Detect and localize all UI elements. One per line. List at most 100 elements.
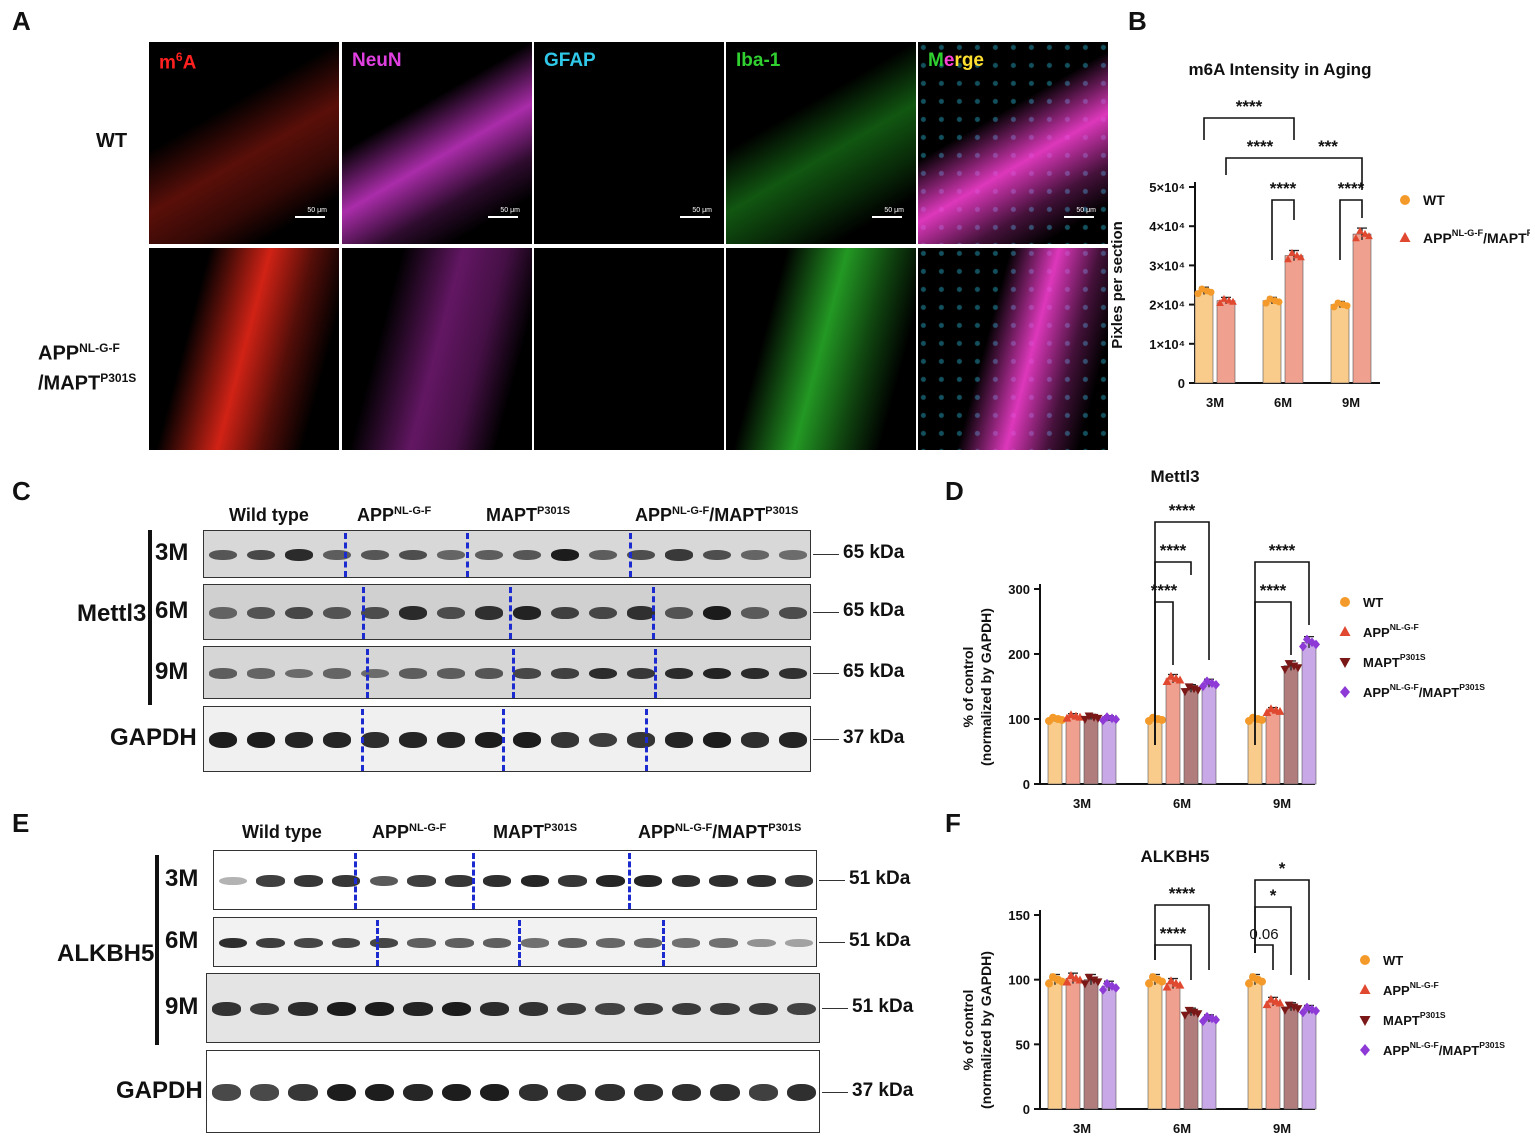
scale-bar	[1064, 216, 1094, 218]
group-divider	[366, 649, 369, 698]
legend-label: MAPTP301S	[1383, 1010, 1446, 1028]
data-point	[1284, 1001, 1294, 1010]
protein-band	[294, 937, 323, 948]
protein-band	[256, 875, 285, 887]
y-tick-label: 100	[1008, 973, 1030, 988]
bar	[1247, 979, 1263, 1110]
protein-band	[588, 606, 618, 620]
protein-band	[588, 549, 618, 561]
protein-band	[748, 1084, 778, 1101]
protein-band	[331, 937, 361, 948]
protein-band	[595, 1002, 625, 1016]
lane-group-base: APP	[357, 505, 395, 525]
y-axis-label: Pixles per section	[1109, 221, 1126, 349]
protein-band	[710, 1083, 740, 1102]
bar	[1083, 716, 1099, 785]
protein-band	[326, 1083, 356, 1102]
bar	[1183, 1011, 1199, 1110]
protein-band	[360, 668, 390, 679]
label-sup: NL-G-F	[1410, 980, 1439, 990]
y-tick-label: 1×10⁴	[1149, 337, 1185, 352]
data-point	[1175, 980, 1185, 989]
blot-strip	[203, 530, 811, 578]
protein-band	[482, 875, 512, 887]
protein-band	[398, 732, 428, 748]
data-point	[1284, 255, 1292, 263]
protein-band	[778, 667, 808, 680]
lane-group-label: MAPTP301S	[493, 822, 577, 843]
significance-bracket	[1154, 601, 1174, 745]
protein-band	[702, 549, 732, 561]
protein-band	[369, 875, 399, 887]
protein-band	[403, 1002, 433, 1016]
timepoint-label: 3M	[155, 539, 189, 566]
significance-label: ****	[1338, 179, 1365, 198]
significance-bracket	[1154, 904, 1210, 970]
channel-label: Merge	[928, 50, 984, 72]
data-point	[1360, 1044, 1370, 1056]
label-base: APP	[1383, 983, 1410, 998]
row-label-wt: WT	[96, 130, 128, 152]
group-divider	[652, 587, 655, 639]
protein-band	[474, 732, 504, 748]
protein-band	[211, 1002, 241, 1016]
lane-group-sup: P301S	[765, 505, 799, 517]
significance-bracket	[1225, 157, 1294, 175]
protein-band	[671, 875, 701, 887]
lane-group-sup: NL-G-F	[672, 505, 710, 517]
data-point	[1284, 660, 1294, 669]
timepoint-label: 3M	[165, 865, 199, 892]
y-tick-label: 200	[1008, 647, 1030, 662]
label-sup: NL-G-F	[1410, 1040, 1439, 1050]
data-point	[1084, 973, 1094, 982]
protein-band	[558, 875, 587, 887]
protein-band	[556, 1083, 587, 1102]
label-base: APP	[1423, 230, 1452, 246]
protein-band	[747, 875, 776, 887]
micrograph-tile: 50 μm NeuN	[342, 42, 532, 244]
loading-control-label: GAPDH	[110, 724, 197, 751]
data-point	[1399, 232, 1411, 242]
panel-label-e: E	[12, 808, 30, 838]
significance-bracket	[1154, 944, 1192, 980]
protein-band	[778, 606, 808, 620]
chart-d: Mettl3 0 100 200 300 3M 6M 9M % of control (norma…	[960, 467, 1485, 811]
group-divider	[502, 709, 505, 771]
data-point	[1166, 671, 1176, 680]
micrograph-tile	[534, 248, 724, 450]
data-point	[1299, 1007, 1307, 1018]
bar	[1301, 1009, 1317, 1110]
significance-label: ****	[1160, 541, 1187, 560]
protein-band	[633, 1083, 663, 1102]
data-point	[1312, 1006, 1320, 1016]
data-point	[1103, 712, 1111, 722]
group-divider	[645, 709, 648, 771]
protein-band	[784, 938, 814, 948]
protein-band	[672, 1002, 702, 1016]
lane-group-base: /MAPT	[712, 822, 769, 842]
bar	[1284, 255, 1304, 384]
protein-band	[480, 1002, 510, 1016]
data-point	[1080, 980, 1090, 989]
data-point	[1245, 979, 1253, 988]
protein-band	[740, 667, 770, 680]
data-point	[1212, 1015, 1220, 1025]
protein-band	[208, 732, 238, 748]
label-sup: P301S	[1400, 652, 1426, 662]
data-point	[1340, 597, 1350, 607]
x-tick-label: 3M	[1206, 395, 1224, 410]
significance-label: ****	[1151, 581, 1178, 600]
y-tick-label: 2×10⁴	[1149, 298, 1185, 313]
protein-band	[322, 732, 352, 748]
scale-bar-label: 50 μm	[307, 207, 327, 214]
data-point	[1340, 686, 1350, 698]
group-divider	[466, 533, 469, 577]
bar	[1183, 688, 1199, 785]
data-point	[1193, 686, 1203, 695]
data-point	[1194, 290, 1202, 298]
data-point	[1312, 639, 1320, 650]
lane-group-label: Wild type	[242, 822, 322, 843]
kda-tick	[813, 739, 839, 740]
protein-band	[246, 549, 276, 561]
bar	[1283, 1006, 1299, 1110]
